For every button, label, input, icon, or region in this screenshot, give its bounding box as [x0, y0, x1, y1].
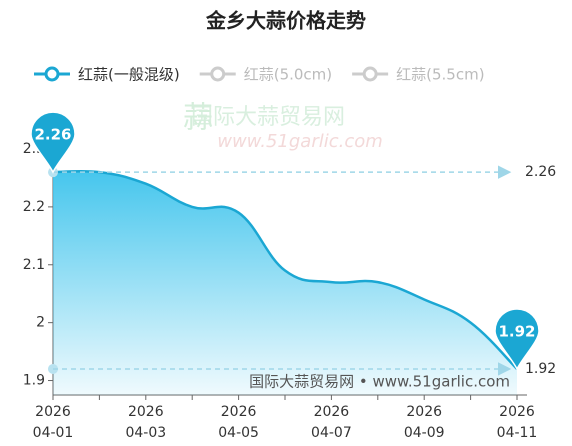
watermark-url: www.51garlic.com [217, 131, 383, 152]
chart-title: 金乡大蒜价格走势 [205, 9, 366, 33]
legend-item[interactable]: 红蒜(5.0cm) [199, 66, 332, 84]
watermark: 国际大蒜贸易网 • www.51garlic.com [249, 373, 510, 391]
x-tick-label: 2026 04-01 [33, 404, 74, 441]
x-tick-label: 2026 04-03 [125, 404, 166, 441]
x-tick-label: 2026 04-09 [404, 404, 445, 441]
watermark-icon: 蒜 [183, 101, 213, 136]
legend-label: 红蒜(一般混级) [78, 66, 180, 84]
mark-line-label: 1.92 [525, 361, 556, 377]
mark-pin [30, 111, 76, 174]
mark-pin-label: 1.92 [498, 322, 535, 340]
mark-line-label: 2.26 [525, 164, 556, 180]
x-tick-label: 2026 04-05 [218, 404, 259, 441]
mark-pin [494, 308, 540, 371]
y-tick-label: 2.2 [23, 199, 45, 215]
line [52, 169, 518, 370]
y-tick-label: 1.9 [23, 373, 45, 389]
legend-symbol [210, 66, 226, 82]
x-tick-label: 2026 04-11 [497, 404, 538, 441]
legend-item[interactable]: 红蒜(一般混级) [34, 66, 180, 84]
legend-label: 红蒜(5.5cm) [396, 66, 484, 84]
y-tick-label: 2 [36, 315, 45, 331]
legend-label: 红蒜(5.0cm) [244, 66, 332, 84]
x-tick-label: 2026 04-07 [311, 404, 352, 441]
y-tick-label: 2.1 [23, 257, 45, 273]
mark-pin-label: 2.26 [34, 126, 71, 144]
legend-symbol [362, 66, 378, 82]
watermark-logo: 国际大蒜贸易网 [191, 105, 345, 130]
legend-item[interactable]: 红蒜(5.5cm) [352, 66, 485, 84]
area [53, 171, 517, 395]
legend-symbol [44, 66, 60, 82]
